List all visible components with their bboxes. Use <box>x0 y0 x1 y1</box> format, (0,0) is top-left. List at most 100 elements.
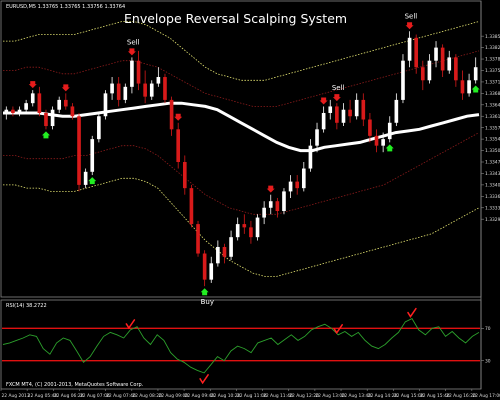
price-tick-label: 1.33540 <box>485 137 500 143</box>
price-tick-label: 1.33505 <box>485 148 500 154</box>
candle-body <box>70 106 75 117</box>
up-arrow-icon <box>385 144 394 152</box>
inner-upper-envelope <box>3 50 480 107</box>
time-tick-label: 22 Aug 11:40 <box>263 393 293 399</box>
candle-body <box>394 99 399 123</box>
candle-body <box>216 246 220 264</box>
time-tick-label: 22 Aug 10:20 <box>211 393 241 399</box>
candle-body <box>381 139 385 146</box>
sell-label: Sell <box>332 84 345 92</box>
candle-body <box>50 109 55 127</box>
candle-body <box>90 139 95 172</box>
candle-body <box>189 188 194 225</box>
check-mark-icon <box>333 324 343 335</box>
candle-body <box>11 109 15 113</box>
price-tick-label: 1.33470 <box>485 160 500 166</box>
rsi-indicator: 70 30 <box>2 307 491 385</box>
time-tick-label: 22 Aug 15:40 <box>420 393 450 399</box>
candle-body <box>420 67 425 81</box>
candle-body <box>315 129 319 146</box>
envelope-bands <box>3 21 480 277</box>
sell-label: Sell <box>127 38 140 46</box>
candle-body <box>57 99 62 110</box>
price-tick-label: 1.33645 <box>485 102 500 108</box>
candle-body <box>242 224 247 228</box>
candle-body <box>301 168 306 189</box>
candle-body <box>427 60 432 81</box>
candle-body <box>268 201 273 208</box>
down-arrow-icon <box>405 22 414 30</box>
candle-body <box>354 99 359 117</box>
candle-body <box>407 37 412 61</box>
candle-body <box>30 93 35 104</box>
candle-body <box>440 47 445 71</box>
candle-body <box>202 253 207 280</box>
outer-upper-envelope <box>3 21 480 81</box>
down-arrow-icon <box>127 48 136 56</box>
time-tick-label: 22 Aug 11:00 <box>237 393 267 399</box>
down-arrow-icon <box>266 185 275 193</box>
candle-body <box>136 60 141 84</box>
sell-label: Sell <box>405 12 418 20</box>
candle-body <box>110 83 114 94</box>
down-arrow-icon <box>319 97 328 105</box>
price-tick-label: 1.33400 <box>485 182 500 188</box>
candle-body <box>447 57 452 71</box>
check-mark-icon <box>407 307 417 318</box>
time-tick-label: 22 Aug 09:40 <box>185 393 215 399</box>
price-tick-label: 1.33715 <box>485 80 500 86</box>
candle-body <box>374 135 379 146</box>
time-tick-label: 22 Aug 12:20 <box>289 393 319 399</box>
candle-body <box>4 109 9 113</box>
candle-body <box>467 80 471 94</box>
price-tick-label: 1.33820 <box>485 45 500 51</box>
down-arrow-icon <box>174 113 183 121</box>
down-arrow-icon <box>61 84 70 92</box>
time-tick-label: 22 Aug 07:00 <box>80 393 110 399</box>
moving-average-line <box>3 101 480 153</box>
price-tick-label: 1.33855 <box>485 34 500 40</box>
price-tick-label: 1.33435 <box>485 171 500 177</box>
candle-body <box>249 227 253 238</box>
candle-body <box>143 83 147 97</box>
candle-body <box>348 109 352 117</box>
time-tick-label: 22 Aug 16:20 <box>446 393 476 399</box>
candle-body <box>196 224 200 254</box>
down-arrow-icon <box>28 81 37 89</box>
candle-body <box>209 263 214 280</box>
price-scale: 1.33855 1.33820 1.33785 1.33750 1.33715 1.336… <box>481 34 500 223</box>
candle-body <box>341 109 346 123</box>
rsi-tick-label: 70 <box>485 326 491 332</box>
indicator-label: RSI(14) 38.2722 <box>6 303 47 309</box>
candle-body <box>460 80 465 94</box>
time-tick-label: 22 Aug 09:00 <box>158 393 188 399</box>
rsi-line <box>2 318 480 374</box>
time-tick-label: 22 Aug 14:20 <box>368 393 398 399</box>
candle-body <box>454 57 458 81</box>
price-tick-label: 1.33365 <box>485 194 500 200</box>
candle-body <box>156 77 161 84</box>
candle-body <box>182 162 187 189</box>
candle-body <box>176 129 181 162</box>
chart-title: Envelope Reversal Scalping System <box>124 11 347 26</box>
check-mark-icon <box>125 319 136 330</box>
candle-body <box>37 93 42 113</box>
candle-body <box>169 99 174 130</box>
candle-body <box>17 109 22 113</box>
candle-body <box>24 103 28 110</box>
candle-body <box>130 60 134 87</box>
time-tick-label: 22 Aug 08:20 <box>132 393 162 399</box>
time-tick-label: 22 Aug 2013 <box>2 393 30 399</box>
candle-body <box>116 83 121 100</box>
candle-body <box>103 93 108 117</box>
candle-body <box>361 99 366 120</box>
candle-body <box>434 47 438 61</box>
up-arrow-icon <box>88 177 97 185</box>
candle-body <box>255 217 260 238</box>
candle-body <box>328 106 333 113</box>
copyright-text: FXCM MT4, (C) 2001-2013, MetaQuotes Soft… <box>6 382 144 388</box>
candle-body <box>414 37 419 68</box>
